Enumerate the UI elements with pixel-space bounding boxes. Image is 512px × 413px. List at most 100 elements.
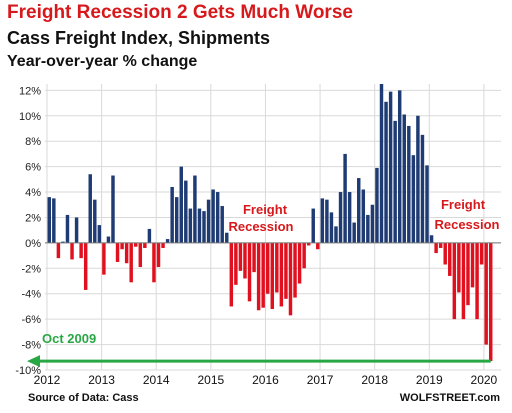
bar	[311, 208, 315, 243]
bar	[388, 91, 393, 243]
bar	[411, 155, 416, 243]
y-tick-label: 6%	[25, 162, 41, 174]
y-tick-label: -8%	[21, 340, 41, 352]
bar	[97, 225, 102, 243]
bar	[120, 242, 124, 250]
bar	[188, 208, 193, 243]
bar	[384, 101, 388, 243]
y-tick-label: 0%	[25, 238, 41, 250]
bar	[206, 199, 211, 243]
bar	[461, 242, 466, 320]
bar	[334, 226, 338, 243]
bar	[220, 206, 224, 243]
bar	[79, 242, 83, 259]
bar	[284, 242, 288, 299]
bar	[47, 197, 52, 243]
bar	[270, 242, 275, 309]
bar	[438, 242, 443, 248]
bar	[197, 208, 202, 243]
bar	[434, 242, 438, 254]
annotation-freight-1: Freight	[243, 202, 288, 217]
bar	[256, 242, 261, 311]
y-tick-label: 8%	[25, 136, 41, 148]
bar	[288, 242, 293, 316]
bar	[429, 235, 434, 243]
bar	[102, 242, 106, 275]
bar	[61, 241, 65, 243]
y-tick-label: 12%	[19, 85, 41, 97]
bar	[475, 242, 479, 320]
bar	[138, 242, 143, 268]
bar	[56, 242, 61, 259]
bar	[179, 166, 183, 243]
x-tick-labels: 2012 2013 2014 2015 2016 2017 2018 2019 2020	[34, 373, 498, 387]
annotation-recession-2: Recession	[434, 217, 499, 232]
bar	[484, 242, 488, 345]
bar	[293, 242, 297, 298]
x-tick-label: 2017	[307, 373, 334, 387]
y-tick-label: 2%	[25, 212, 41, 224]
bar	[193, 175, 197, 243]
bar	[352, 222, 356, 243]
bar	[52, 198, 56, 243]
x-tick-label: 2012	[34, 373, 61, 387]
bar	[161, 242, 165, 248]
bar	[407, 125, 411, 243]
bar	[88, 174, 92, 243]
y-tick-label: 10%	[19, 111, 41, 123]
bar	[366, 214, 370, 243]
bar	[65, 214, 70, 243]
x-tick-label: 2020	[471, 373, 498, 387]
bar	[111, 175, 115, 243]
bar	[83, 242, 88, 290]
bar	[243, 242, 247, 279]
bar	[425, 165, 429, 243]
bar	[115, 242, 120, 262]
bar	[238, 242, 243, 271]
bar	[134, 242, 138, 247]
bar	[443, 242, 447, 265]
bar	[252, 242, 256, 273]
bar	[329, 212, 334, 243]
x-tick-label: 2019	[416, 373, 443, 387]
chart-title: Freight Recession 2 Gets Much Worse	[7, 2, 353, 23]
bar	[275, 242, 279, 293]
bar	[74, 217, 79, 243]
bar	[420, 134, 425, 243]
bar	[343, 153, 347, 243]
bar	[452, 242, 457, 320]
annotations: Freight Recession Freight Recession Oct …	[27, 197, 500, 368]
bar	[234, 242, 238, 285]
bar	[93, 199, 97, 243]
bar	[215, 192, 220, 243]
bar	[470, 242, 475, 288]
bar	[316, 242, 320, 250]
bar	[416, 115, 420, 243]
x-tick-label: 2013	[88, 373, 115, 387]
bar	[457, 242, 461, 293]
bar	[156, 242, 161, 268]
annotation-freight-2: Freight	[441, 197, 486, 212]
bar	[479, 242, 484, 265]
y-tick-label: -6%	[21, 314, 41, 326]
bar	[466, 242, 470, 306]
bar	[361, 189, 366, 243]
bar	[70, 242, 74, 260]
brand-watermark: WOLFSTREET.com	[399, 392, 500, 404]
bar	[397, 90, 402, 243]
y-tick-label: -2%	[21, 263, 41, 275]
bar	[306, 242, 311, 246]
bar	[325, 199, 329, 243]
bar	[379, 84, 384, 243]
y-tick-label: -10%	[15, 365, 41, 377]
bar	[174, 197, 179, 243]
chart-subtitle: Cass Freight Index, Shipments	[7, 28, 271, 48]
bar	[393, 120, 397, 243]
bar	[247, 242, 252, 302]
bar	[297, 242, 302, 284]
source-note: Source of Data: Cass	[28, 392, 139, 404]
bars	[47, 84, 493, 362]
bar	[170, 186, 174, 243]
bar	[265, 242, 270, 294]
